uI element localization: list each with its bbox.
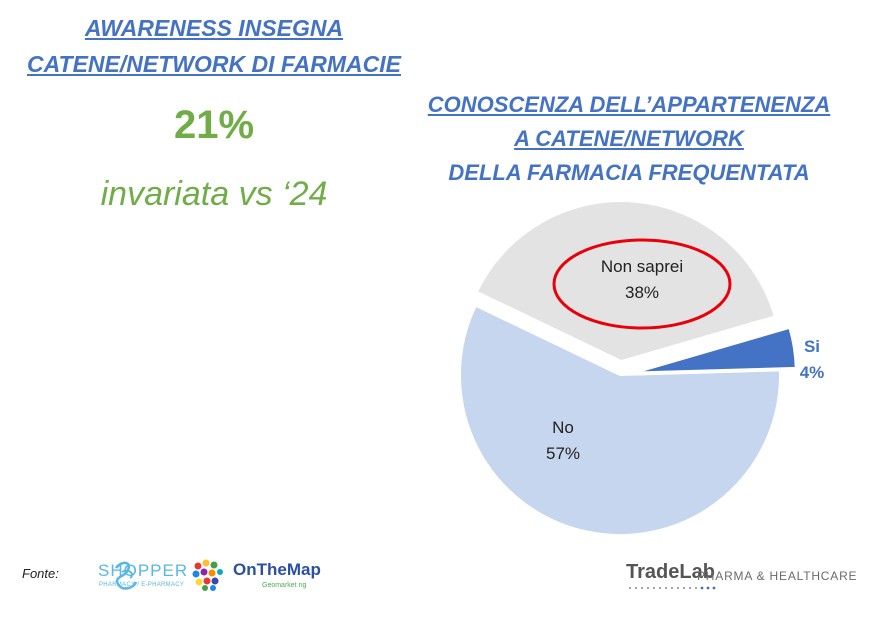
- onthemap-logo-icon: [192, 559, 223, 591]
- awareness-title-line1: AWARENESS INSEGNA: [84, 15, 344, 41]
- slice-label-si: Si: [804, 337, 820, 356]
- awareness-trend: invariata vs ‘24: [100, 175, 328, 213]
- pie-chart: Si 4% No 57% Non saprei 38%: [459, 200, 825, 536]
- pie-slice-no: [459, 304, 781, 536]
- chart-title: CONOSCENZA DELL’APPARTENENZA A CATENE/NE…: [400, 88, 858, 190]
- awareness-title-line2: CATENE/NETWORK DI FARMACIE: [27, 51, 401, 77]
- footer-source-panel: [16, 548, 316, 598]
- pie-slice-non-saprei: [475, 200, 777, 363]
- slice-value-no: 57%: [546, 444, 580, 463]
- slice-label-no: No: [552, 418, 574, 437]
- source-label: Fonte:: [22, 566, 59, 581]
- tradelab-logo-name: TradeLab: [626, 561, 715, 583]
- chart-title-line1: CONOSCENZA DELL’APPARTENENZA: [427, 92, 831, 117]
- tradelab-dots-icon: [629, 586, 716, 590]
- awareness-value: 21%: [173, 103, 255, 147]
- slice-label-non-saprei: Non saprei: [601, 257, 683, 276]
- onthemap-logo-name: OnTheMap: [233, 560, 321, 579]
- chart-title-line3: DELLA FARMACIA FREQUENTATA: [448, 160, 810, 185]
- chart-title-line2: A CATENE/NETWORK: [514, 126, 744, 151]
- onthemap-logo-sub: Geomarket ng: [262, 582, 307, 589]
- shopper-logo-icon: [115, 561, 138, 590]
- highlight-ellipse: [552, 238, 732, 330]
- shopper-logo-name: SHOPPER: [98, 561, 189, 580]
- pie-slice-si: [635, 326, 797, 374]
- tradelab-logo-sub: PHARMA & HEALTHCARE: [697, 569, 858, 583]
- slice-value-si: 4%: [800, 363, 825, 382]
- shopper-logo-sub: PHARMACY / E-PHARMACY: [99, 582, 185, 588]
- slice-value-non-saprei: 38%: [625, 283, 659, 302]
- awareness-title: AWARENESS INSEGNA CATENE/NETWORK DI FARM…: [0, 10, 428, 82]
